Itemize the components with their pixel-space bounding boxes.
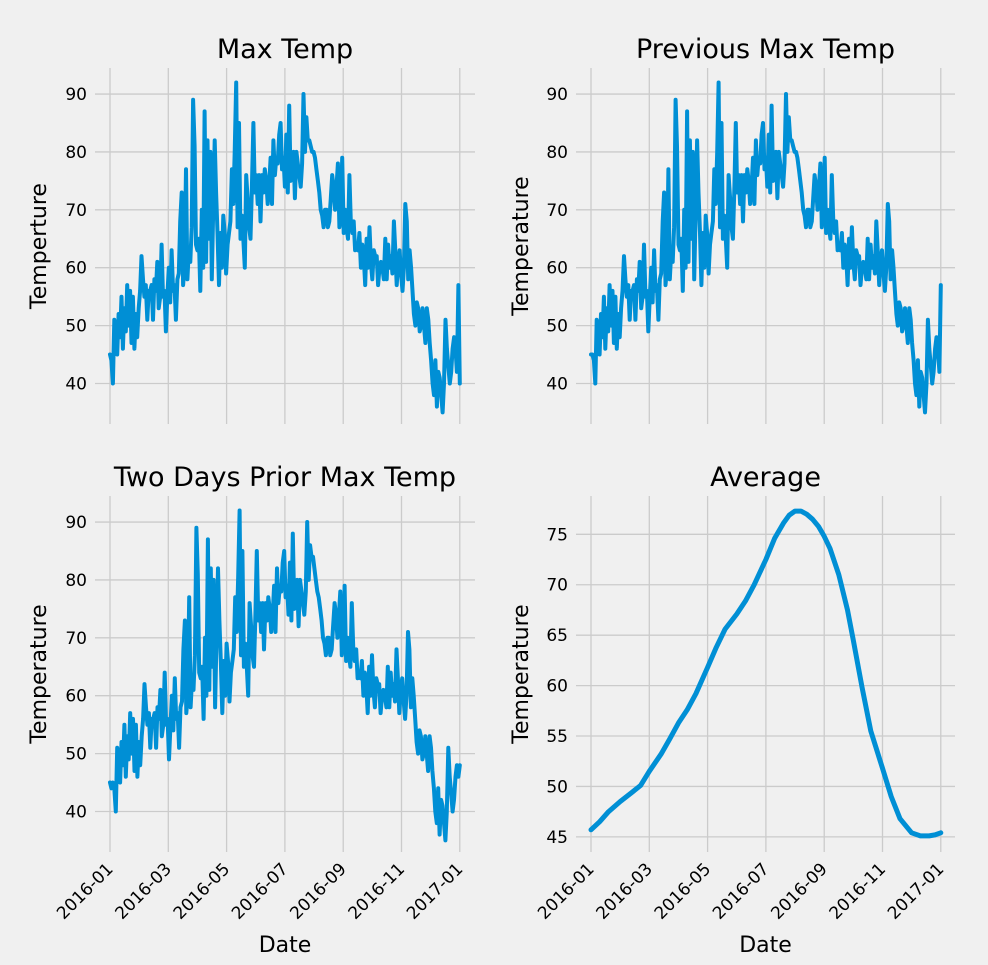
x-tick-label: 2016-05 — [651, 859, 715, 923]
y-tick-label: 60 — [546, 677, 568, 697]
y-tick-label: 55 — [546, 727, 568, 747]
x-axis-label: Date — [259, 933, 312, 958]
y-tick-label: 70 — [65, 201, 87, 221]
y-axis-label: Temperture — [27, 183, 52, 310]
y-tick-label: 50 — [65, 317, 87, 337]
y-tick-label: 70 — [546, 201, 568, 221]
x-tick-label: 2016-05 — [170, 859, 234, 923]
y-tick-label: 60 — [546, 259, 568, 279]
y-tick-label: 65 — [546, 626, 568, 646]
chart-title: Average — [710, 462, 821, 493]
x-tick-label: 2016-11 — [345, 859, 409, 923]
x-tick-label: 2016-01 — [53, 859, 117, 923]
y-tick-label: 40 — [65, 374, 87, 394]
x-tick-label: 2016-09 — [286, 859, 350, 923]
x-tick-label: 2017-01 — [884, 859, 948, 923]
y-axis-label: Temperature — [509, 176, 534, 316]
y-tick-label: 80 — [546, 143, 568, 163]
x-tick-label: 2016-07 — [228, 859, 292, 923]
subplot-3: 40 50 60 70 80 90 2016-012016-032016-052016-07… — [27, 462, 475, 958]
y-tick-label: 75 — [546, 525, 568, 545]
y-tick-label: 80 — [65, 143, 87, 163]
y-axis-label: Temperature — [509, 604, 534, 744]
y-tick-label: 60 — [65, 687, 87, 707]
subplot-4: 455055606570752016-012016-032016-052016-… — [509, 462, 955, 958]
subplot-1: 40 50 60 70 80 90 Max Temp Temperture — [27, 34, 475, 424]
x-axis-label: Date — [739, 933, 792, 958]
x-tick-label: 2017-01 — [403, 859, 467, 923]
y-tick-label: 80 — [65, 571, 87, 591]
y-tick-label: 70 — [546, 576, 568, 596]
series-line-1-1 — [108, 80, 462, 415]
x-tick-label: 2016-03 — [111, 859, 175, 923]
y-tick-label: 70 — [65, 629, 87, 649]
y-tick-label: 50 — [546, 317, 568, 337]
chart-title: Previous Max Temp — [636, 34, 895, 65]
y-tick-label: 90 — [65, 85, 87, 105]
x-tick-label: 2016-03 — [592, 859, 656, 923]
y-tick-label: 50 — [65, 745, 87, 765]
subplot-2: 40 50 60 70 80 90 Previous Max Temp Temperature — [509, 34, 955, 424]
y-tick-label: 50 — [546, 777, 568, 797]
y-tick-label: 45 — [546, 828, 568, 848]
x-tick-label: 2016-09 — [767, 859, 831, 923]
series-line-3-1 — [108, 508, 462, 843]
y-tick-label: 90 — [546, 85, 568, 105]
y-axis-label: Temperature — [27, 604, 52, 744]
y-tick-label: 40 — [65, 802, 87, 822]
series-line-4-1 — [588, 508, 944, 839]
y-tick-label: 60 — [65, 259, 87, 279]
chart-title: Two Days Prior Max Temp — [113, 462, 456, 493]
x-tick-label: 2016-11 — [826, 859, 890, 923]
y-tick-label: 40 — [546, 374, 568, 394]
y-tick-label: 90 — [65, 513, 87, 533]
x-tick-label: 2016-01 — [534, 859, 598, 923]
series-line-2-1 — [589, 80, 943, 415]
x-tick-label: 2016-07 — [709, 859, 773, 923]
chart-title: Max Temp — [217, 34, 353, 65]
